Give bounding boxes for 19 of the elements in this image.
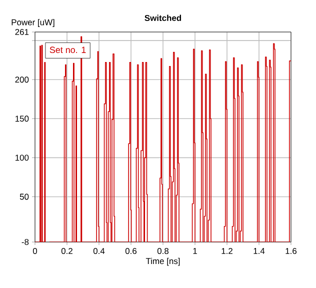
x-tick-label: 0.8 <box>157 248 169 254</box>
y-tick-label: 200 <box>15 76 29 83</box>
x-axis-title: Time [ns] <box>146 258 180 266</box>
series-label: Set no. 1 <box>50 46 86 54</box>
x-tick-label: 0.6 <box>125 248 137 254</box>
y-tick-label: 150 <box>15 116 29 122</box>
x-tick-label: 0.4 <box>93 248 105 254</box>
y-tick-label: 50 <box>20 194 29 200</box>
chart-title: Switched <box>144 14 182 21</box>
y-tick-label: -8 <box>22 239 29 245</box>
y-tick-label: 261 <box>15 29 29 35</box>
y-axis-title: Power [uW] <box>12 19 54 27</box>
x-tick-label: 0.2 <box>61 248 72 254</box>
x-tick-label: 0 <box>32 248 38 254</box>
y-tick-label: 100 <box>15 154 29 161</box>
x-tick-label: 1.2 <box>222 248 232 254</box>
x-tick-label: 1.6 <box>286 248 297 254</box>
x-tick-label: 1.4 <box>254 248 265 254</box>
x-tick-label: 1 <box>193 248 197 254</box>
